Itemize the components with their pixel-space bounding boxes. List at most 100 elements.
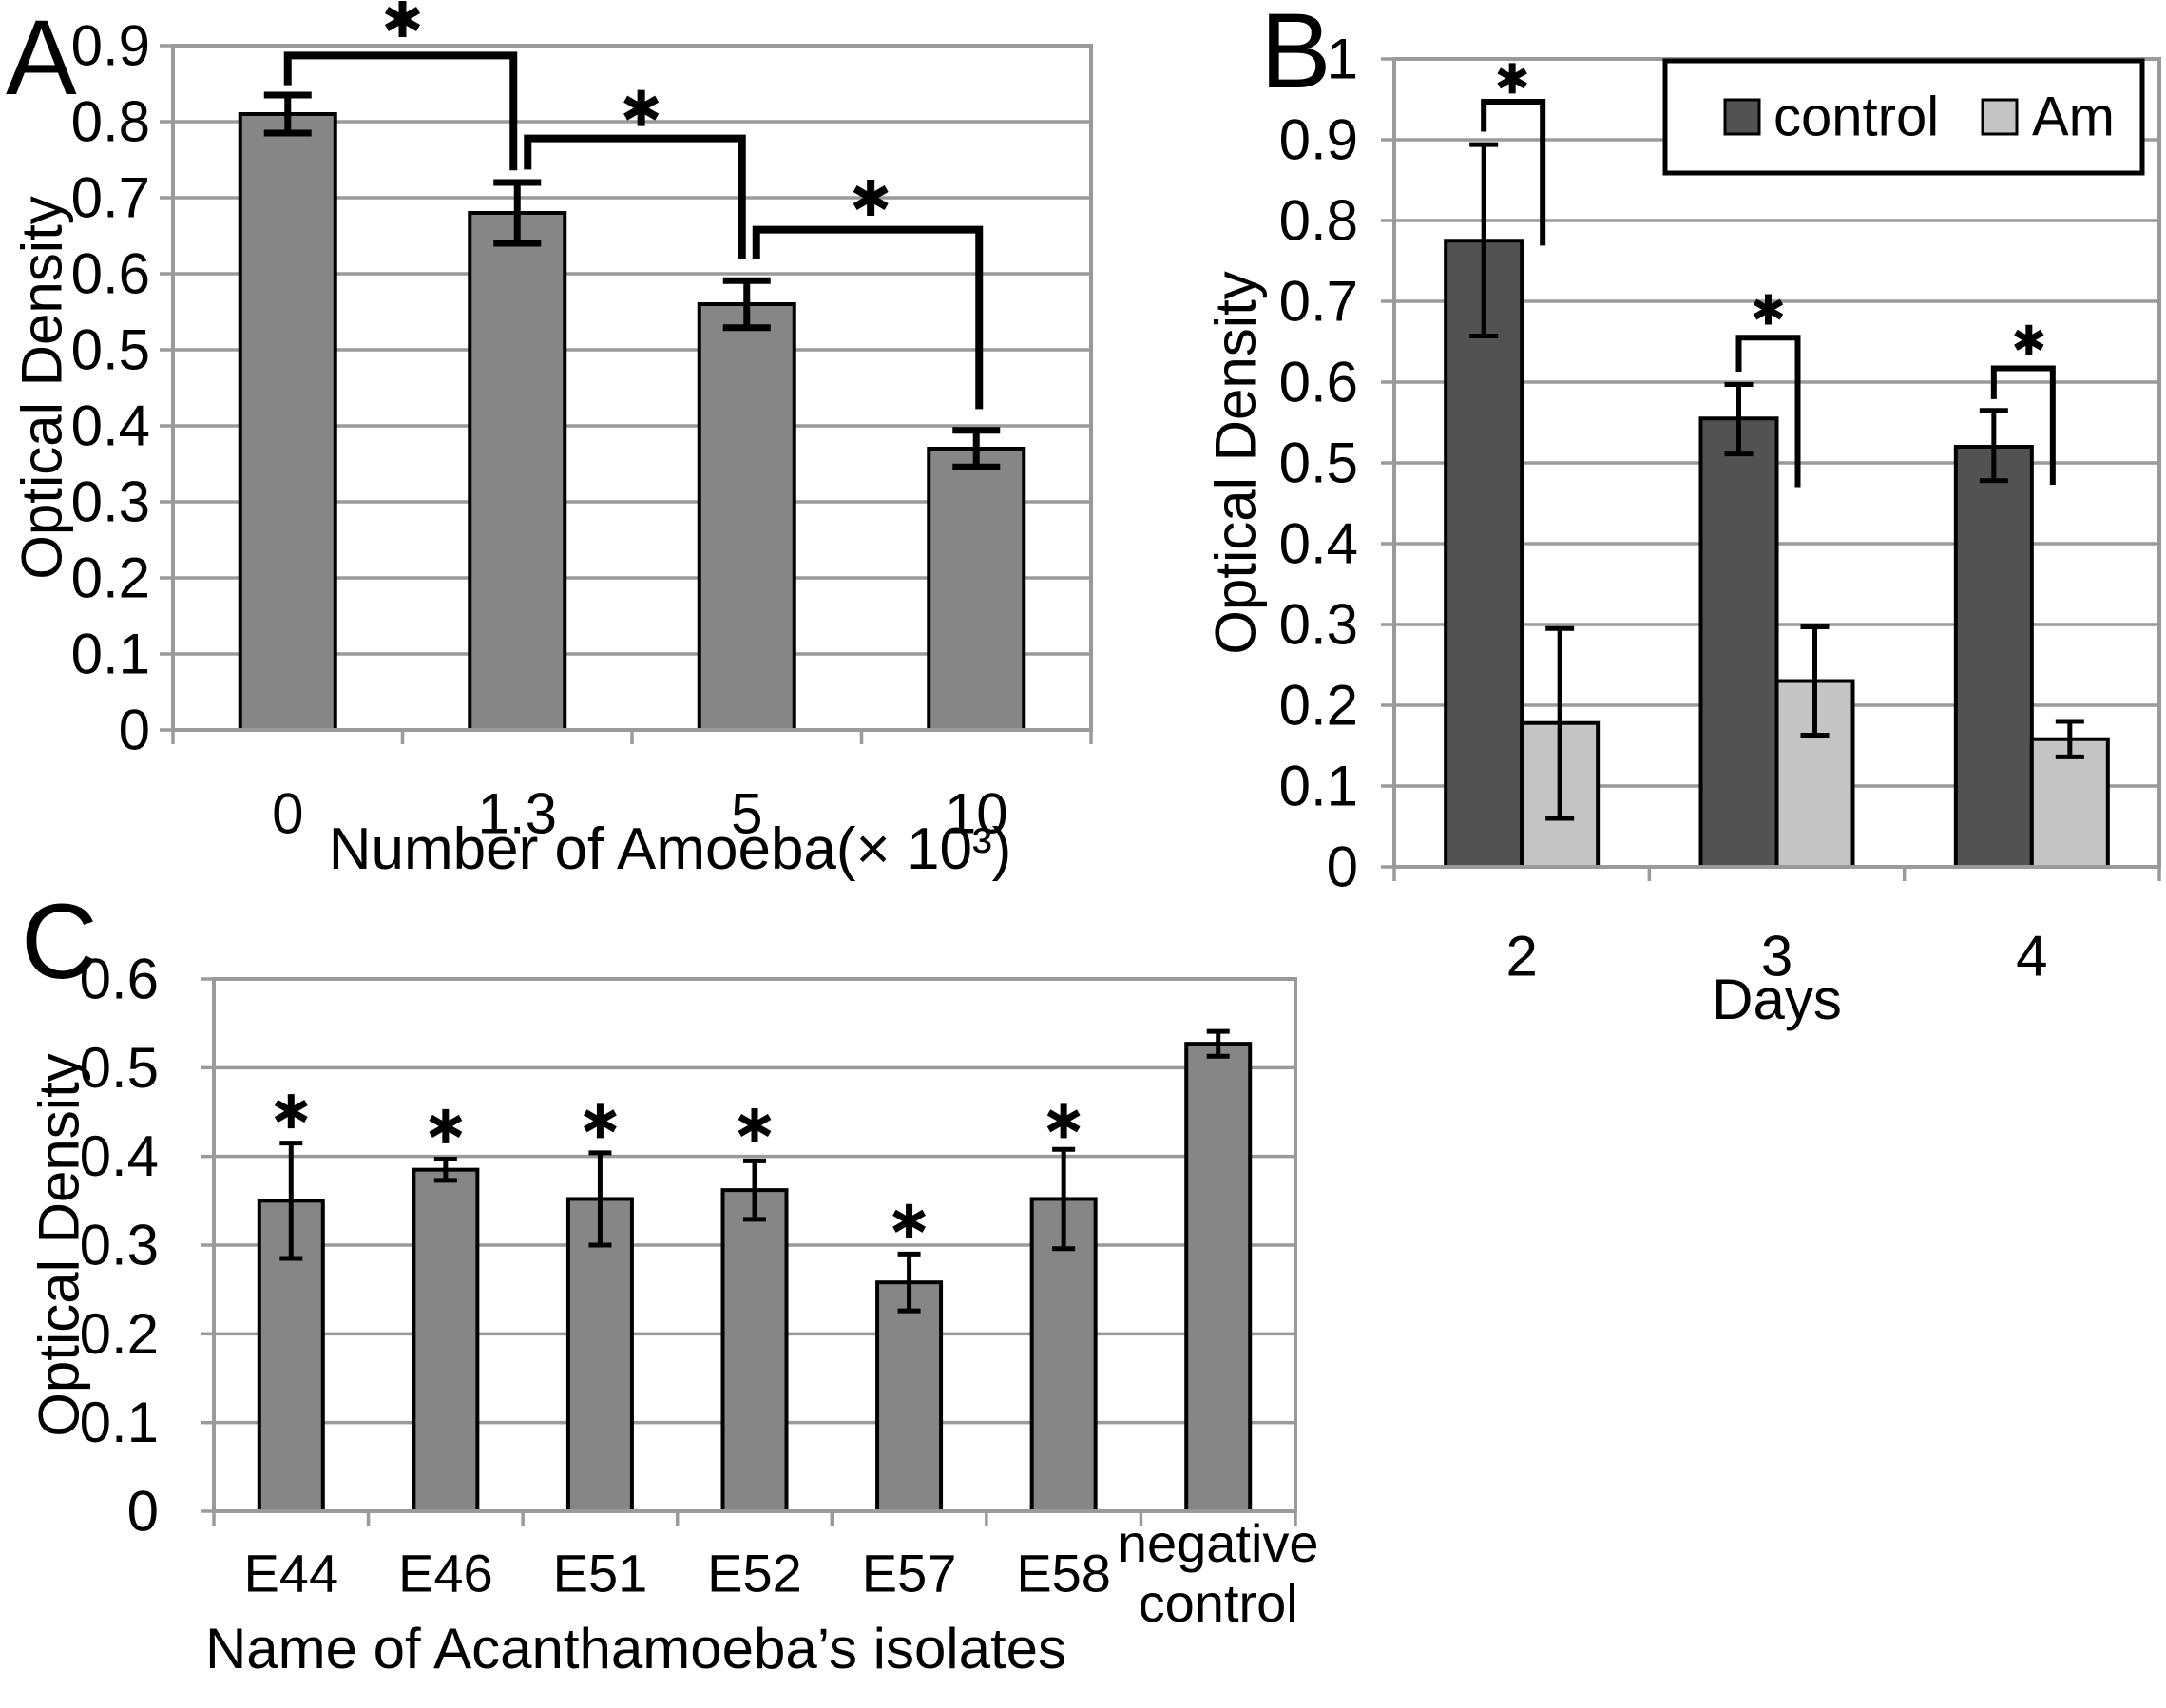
significance-star-icon: [2014, 324, 2044, 355]
y-tick-label: 0.7: [71, 166, 150, 230]
y-tick-label: 0.9: [71, 14, 150, 78]
y-axis-title: Optical Density: [28, 1053, 91, 1436]
significance-bracket: [1990, 365, 2056, 485]
y-tick-label: 0.2: [1279, 674, 1358, 738]
panel-label-c: C: [21, 882, 98, 1001]
y-tick-label: 0.3: [1279, 593, 1358, 657]
plot-border: [171, 44, 1093, 732]
bar: [927, 447, 1026, 732]
y-tick-label: 0.2: [71, 547, 150, 610]
significance-star-icon: [584, 1103, 617, 1139]
series-optical-density: [238, 112, 1026, 732]
y-tick-label: 0.9: [1279, 108, 1358, 172]
y-tick-label: 0.4: [80, 1124, 159, 1188]
y-axis-title: Optical Density: [10, 196, 74, 579]
x-tick-label: 2: [1505, 925, 1537, 988]
bar: [238, 112, 337, 732]
error-bars: [263, 91, 1001, 470]
bar: [875, 1280, 944, 1513]
y-tick-label: 0.4: [1279, 512, 1358, 576]
significance-star-icon: [1046, 1103, 1081, 1139]
significance-star-icon: [623, 89, 660, 126]
y-tick-label: 1: [1327, 28, 1358, 91]
bar: [1184, 1042, 1253, 1513]
x-tick-label: E44: [243, 1544, 338, 1603]
legend: control Am: [1662, 58, 2145, 176]
y-tick-label: 0.1: [80, 1391, 159, 1454]
x-axis-title: Name of Acanthamoeba’s isolates: [205, 1617, 1066, 1680]
x-axis-title: Number of Amoeba(× 10³): [329, 816, 1012, 882]
y-tick-label: 0.1: [1279, 755, 1358, 818]
legend-swatch: [1981, 98, 2019, 136]
x-tick-label: control: [1139, 1573, 1298, 1633]
y-tick-label: 0.8: [71, 90, 150, 154]
y-tick-label: 0.1: [71, 623, 150, 686]
x-tick-label: 3: [1761, 925, 1792, 988]
significance-bracket: [283, 51, 518, 171]
bar: [412, 1167, 480, 1513]
bar: [1953, 445, 2034, 869]
y-tick-label: 0: [1327, 835, 1358, 899]
x-tick-label: negative: [1118, 1513, 1319, 1573]
error-bars: [1545, 624, 2084, 821]
x-tick-label: 0: [272, 782, 303, 846]
bar: [2029, 737, 2110, 870]
y-tick-label: 0.4: [71, 394, 150, 458]
y-tick-label: 0.6: [80, 948, 159, 1011]
legend-label: control: [1773, 86, 1939, 148]
significance-star-icon: [429, 1108, 463, 1143]
chart-panel-b: 0 0.1 0.2 0.3 0.4 0.5 0.6 0.7 0.8 0.9 1 2 3 4 Days Opti…: [1204, 28, 2161, 1031]
legend-swatch: [1723, 98, 1761, 136]
plot-border: [212, 977, 1297, 1513]
significance-star-icon: [274, 1094, 308, 1129]
y-tick-label: 0.3: [80, 1214, 159, 1277]
x-tick-label: E51: [553, 1544, 648, 1603]
significance-bracket: [1481, 99, 1546, 246]
x-tick-label: E57: [862, 1544, 957, 1603]
bar: [468, 211, 567, 732]
x-tick-label: 4: [2016, 925, 2047, 988]
x-tick-label: E58: [1016, 1544, 1111, 1603]
y-tick-label: 0.5: [80, 1036, 159, 1100]
chart-panel-a: 0 0.1 0.2 0.3 0.4 0.5 0.6 0.7 0.8 0.9 0 1.3 5 10Numbe…: [10, 0, 1093, 882]
panel-label-b: B: [1260, 0, 1332, 110]
y-tick-label: 0.6: [71, 242, 150, 306]
x-tick-label: E46: [398, 1544, 493, 1603]
series-optical-density: [257, 1042, 1253, 1514]
legend-label: Am: [2032, 86, 2115, 148]
y-tick-label: 0: [127, 1480, 159, 1544]
y-tick-label: 0.6: [1279, 351, 1358, 414]
significance-star-icon: [738, 1108, 772, 1142]
x-tick-label: E52: [707, 1544, 802, 1603]
error-bars: [1469, 142, 2008, 484]
bar: [720, 1188, 789, 1513]
y-tick-label: 0: [119, 699, 150, 762]
series-control: [1444, 239, 2034, 869]
panel-label-a: A: [6, 0, 77, 117]
x-tick-label: 10: [945, 782, 1008, 846]
y-tick-label: 0.5: [71, 318, 150, 382]
significance-star-icon: [1753, 294, 1784, 325]
significance-bracket: [1735, 335, 1801, 488]
y-tick-label: 0.7: [1279, 270, 1358, 334]
significance-star-icon: [853, 180, 889, 216]
error-bars: [279, 1028, 1230, 1314]
y-tick-label: 0.5: [1279, 432, 1358, 495]
chart-panel-c: 0 0.1 0.2 0.3 0.4 0.5 0.6 E44 E46 E51 E52 E57 E58 neg…: [28, 948, 1319, 1681]
significance-star-icon: [1497, 63, 1527, 94]
significance-bracket: [524, 134, 746, 259]
bar: [1698, 416, 1779, 869]
bar: [697, 302, 796, 732]
y-tick-label: 0.2: [80, 1302, 159, 1366]
significance-star-icon: [384, 0, 421, 37]
x-tick-label: 5: [731, 782, 762, 846]
x-axis-title: Days: [1712, 968, 1842, 1031]
significance-bracket: [752, 225, 984, 410]
y-tick-label: 0.3: [71, 470, 150, 534]
significance-star-icon: [892, 1203, 926, 1238]
x-tick-label: 1.3: [478, 782, 557, 846]
y-tick-label: 0.8: [1279, 189, 1358, 253]
y-axis-title: Optical Density: [1204, 271, 1268, 654]
